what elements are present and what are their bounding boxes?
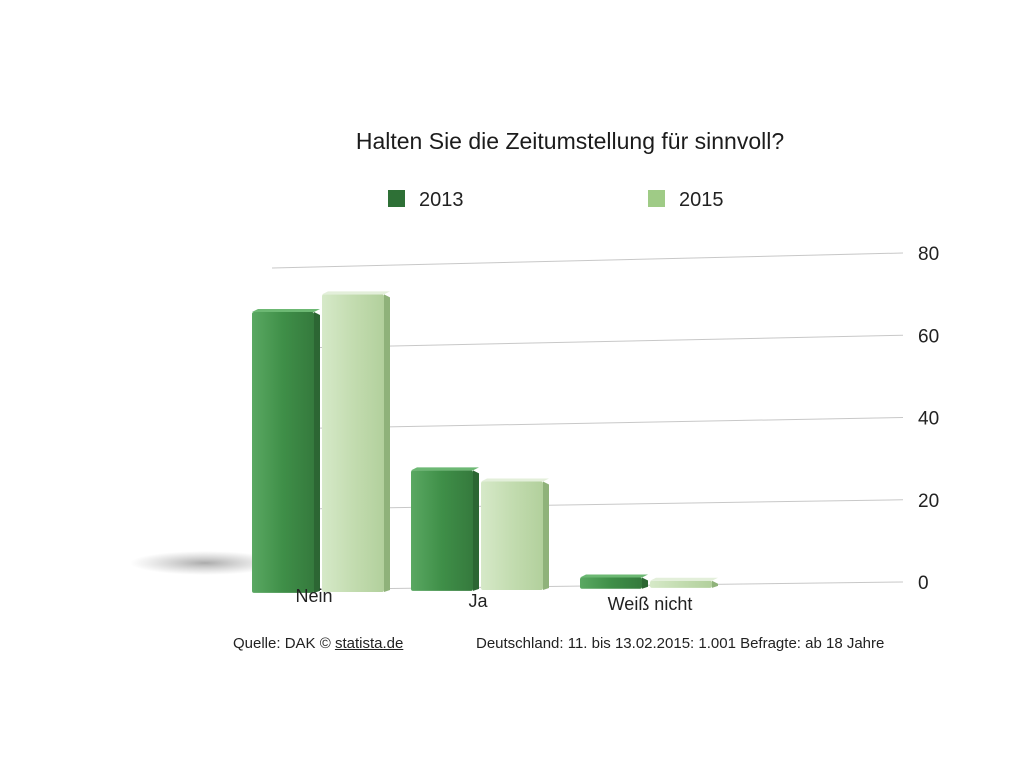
bar-side-face xyxy=(314,312,320,593)
bar-side-face xyxy=(384,294,390,592)
survey-note: Deutschland: 11. bis 13.02.2015: 1.001 B… xyxy=(476,635,885,652)
x-axis-categories: Nein Ja Weiß nicht xyxy=(295,586,692,614)
gridline-80 xyxy=(271,252,904,269)
y-tick-label-80: 80 xyxy=(918,244,939,265)
bar-front-face xyxy=(580,577,642,589)
legend-item-2013: 2013 xyxy=(388,189,464,212)
legend-swatch-2015 xyxy=(648,190,665,207)
bar-2015-weiß-nicht xyxy=(650,577,718,588)
bar-2015-nein xyxy=(322,291,390,592)
bar-top-face xyxy=(481,478,549,482)
y-tick-label-0: 0 xyxy=(918,573,929,594)
floor-shadow xyxy=(130,551,280,575)
bar-front-face xyxy=(481,481,543,590)
bar-side-face xyxy=(473,470,479,591)
bar-top-face xyxy=(580,574,648,578)
y-axis-ticks: 0 20 40 60 80 xyxy=(918,244,939,594)
source-prefix: Quelle: DAK © xyxy=(233,635,331,652)
bar-side-face xyxy=(543,481,549,590)
bar-top-face xyxy=(322,291,390,295)
category-label-nein: Nein xyxy=(295,586,332,606)
chart-title: Halten Sie die Zeitumstellung für sinnvo… xyxy=(355,128,785,154)
legend-label-2013: 2013 xyxy=(419,189,464,211)
source-line: Quelle: DAK © statista.de xyxy=(233,635,403,652)
bar-2013-weiß-nicht xyxy=(580,574,648,589)
bar-front-face xyxy=(322,294,384,592)
category-label-ja: Ja xyxy=(468,591,488,611)
source-link[interactable]: statista.de xyxy=(334,635,404,652)
bar-2013-ja xyxy=(411,467,479,591)
bar-2015-ja xyxy=(481,478,549,590)
y-tick-label-60: 60 xyxy=(918,326,939,347)
bar-front-face xyxy=(252,312,314,593)
legend-item-2015: 2015 xyxy=(648,189,724,212)
y-tick-label-20: 20 xyxy=(918,491,939,512)
bars-layer xyxy=(252,291,718,593)
bar-top-face xyxy=(252,309,320,313)
category-label-weiß-nicht: Weiß nicht xyxy=(608,594,693,614)
bar-2013-nein xyxy=(252,309,320,593)
bar-top-face xyxy=(411,467,479,471)
y-tick-label-40: 40 xyxy=(918,409,939,430)
bar-top-face xyxy=(650,577,718,581)
legend-label-2015: 2015 xyxy=(679,189,724,211)
bar-front-face xyxy=(650,580,712,588)
bar-side-face xyxy=(642,577,648,589)
bar-front-face xyxy=(411,470,473,591)
bar-side-face xyxy=(712,580,718,588)
legend-swatch-2013 xyxy=(388,190,405,207)
